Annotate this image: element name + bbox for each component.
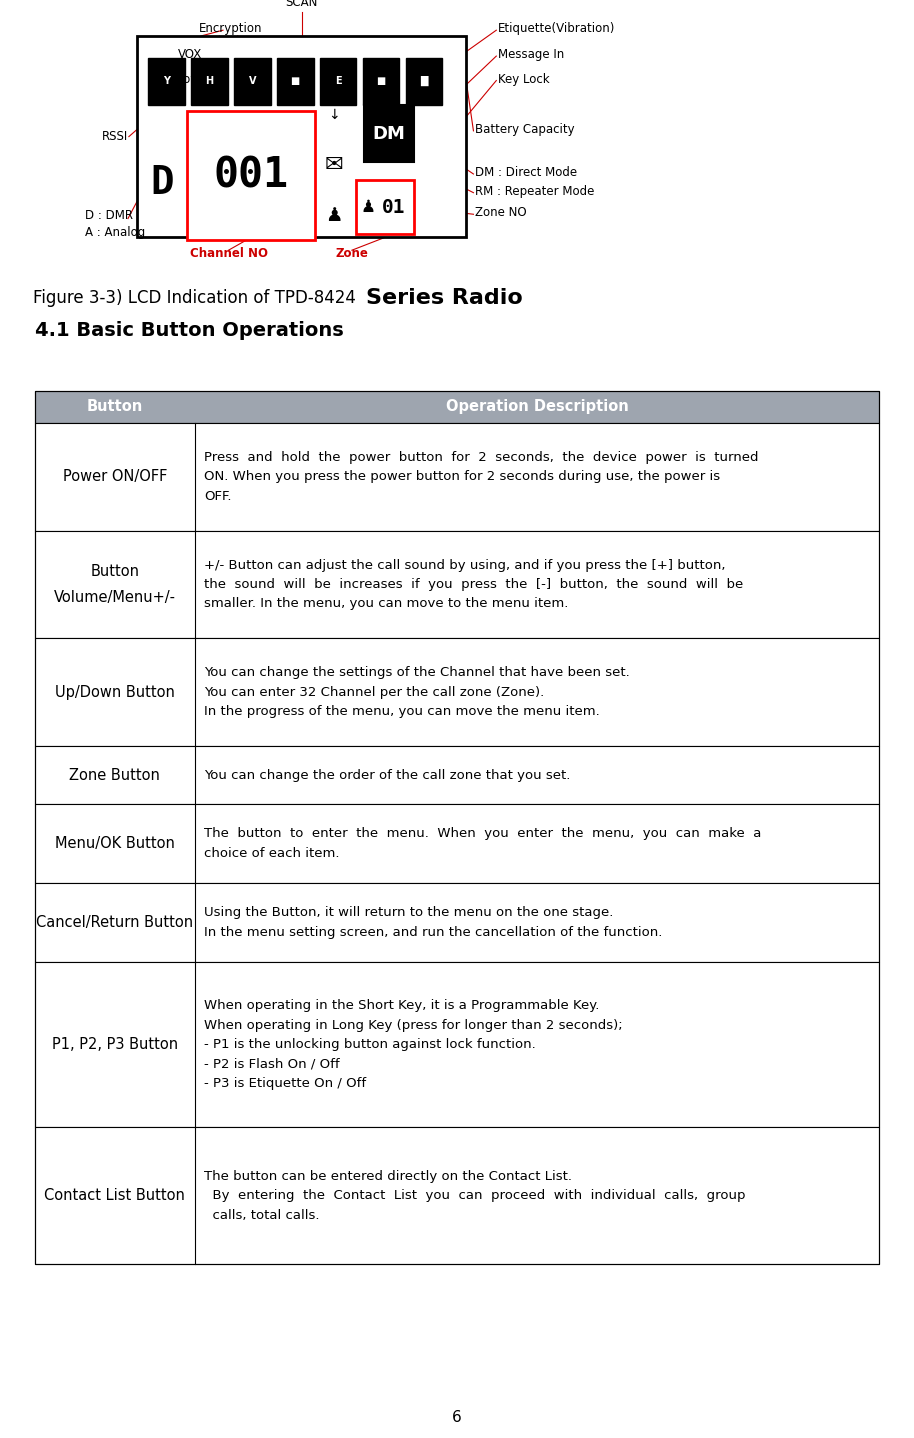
Text: When operating in the Short Key, it is a Programmable Key.: When operating in the Short Key, it is a… — [204, 999, 600, 1012]
Text: Message In: Message In — [498, 47, 564, 62]
Text: Figure 3-3) LCD Indication of TPD-8424: Figure 3-3) LCD Indication of TPD-8424 — [33, 289, 361, 306]
Text: █: █ — [420, 76, 428, 86]
Text: In the progress of the menu, you can move the menu item.: In the progress of the menu, you can mov… — [204, 705, 600, 719]
Text: You can enter 32 Channel per the call zone (Zone).: You can enter 32 Channel per the call zo… — [204, 686, 544, 699]
Text: the  sound  will  be  increases  if  you  press  the  [-]  button,  the  sound  : the sound will be increases if you press… — [204, 578, 743, 591]
Text: - P3 is Etiquette On / Off: - P3 is Etiquette On / Off — [204, 1077, 366, 1090]
Text: Menu/OK Button: Menu/OK Button — [55, 835, 175, 851]
Bar — [406, 58, 442, 105]
Text: ■: ■ — [377, 76, 386, 86]
Text: SCAN: SCAN — [285, 0, 318, 9]
Text: 001: 001 — [214, 154, 289, 197]
Text: ■: ■ — [291, 76, 300, 86]
Bar — [35, 804, 879, 883]
Text: 01: 01 — [382, 197, 406, 217]
Text: Encryption: Encryption — [199, 22, 262, 36]
Bar — [234, 58, 271, 105]
Text: Button: Button — [90, 564, 139, 580]
Bar — [320, 58, 356, 105]
Text: Cancel/Return Button: Cancel/Return Button — [37, 915, 193, 930]
Text: E: E — [335, 76, 342, 86]
Bar — [363, 58, 399, 105]
Text: - P1 is the unlocking button against lock function.: - P1 is the unlocking button against loc… — [204, 1038, 536, 1051]
Text: Using the Button, it will return to the menu on the one stage.: Using the Button, it will return to the … — [204, 906, 613, 919]
Text: 6: 6 — [452, 1411, 462, 1425]
Text: The  button  to  enter  the  menu.  When  you  enter  the  menu,  you  can  make: The button to enter the menu. When you e… — [204, 827, 761, 840]
Text: Zone NO: Zone NO — [475, 206, 526, 220]
Text: D : DMR: D : DMR — [85, 209, 133, 223]
Text: DM : Direct Mode: DM : Direct Mode — [475, 165, 578, 180]
Text: Channel NO: Channel NO — [189, 246, 268, 260]
Text: ✉: ✉ — [324, 155, 343, 175]
Bar — [35, 746, 879, 804]
Bar — [35, 883, 879, 962]
Text: ↓: ↓ — [328, 108, 339, 122]
Text: choice of each item.: choice of each item. — [204, 847, 339, 860]
Text: RM : Repeater Mode: RM : Repeater Mode — [475, 184, 595, 198]
Bar — [356, 180, 414, 234]
Text: D: D — [151, 164, 175, 201]
Text: OFF.: OFF. — [204, 489, 231, 503]
Bar — [364, 105, 414, 162]
Text: VOX: VOX — [178, 47, 203, 62]
Text: DM: DM — [373, 125, 405, 142]
Text: Button: Button — [87, 400, 143, 414]
Text: By  entering  the  Contact  List  you  can  proceed  with  individual  calls,  g: By entering the Contact List you can pro… — [204, 1189, 745, 1202]
Text: The button can be entered directly on the Contact List.: The button can be entered directly on th… — [204, 1169, 572, 1183]
Text: When operating in Long Key (press for longer than 2 seconds);: When operating in Long Key (press for lo… — [204, 1018, 622, 1032]
Bar — [35, 638, 879, 746]
Bar — [137, 36, 466, 237]
Text: ON. When you press the power button for 2 seconds during use, the power is: ON. When you press the power button for … — [204, 470, 720, 483]
Bar — [187, 111, 315, 240]
Bar — [148, 58, 185, 105]
Text: In the menu setting screen, and run the cancellation of the function.: In the menu setting screen, and run the … — [204, 926, 663, 939]
Bar — [35, 391, 879, 423]
Text: ♟: ♟ — [324, 206, 343, 226]
Bar — [35, 423, 879, 531]
Text: RF Power: RF Power — [158, 72, 212, 86]
Text: Key Lock: Key Lock — [498, 72, 549, 86]
Text: H: H — [206, 76, 213, 86]
Text: Zone: Zone — [335, 246, 368, 260]
Text: Volume/Menu+/-: Volume/Menu+/- — [54, 590, 175, 605]
Bar — [35, 531, 879, 638]
Bar — [35, 1127, 879, 1264]
Text: Operation Description: Operation Description — [446, 400, 628, 414]
Text: RSSI: RSSI — [101, 129, 128, 144]
Text: Power ON/OFF: Power ON/OFF — [62, 469, 167, 485]
Text: A : Analog: A : Analog — [85, 226, 145, 240]
Text: 4.1 Basic Button Operations: 4.1 Basic Button Operations — [35, 321, 344, 341]
Text: Press  and  hold  the  power  button  for  2  seconds,  the  device  power  is  : Press and hold the power button for 2 se… — [204, 450, 759, 464]
Bar — [191, 58, 228, 105]
Text: P1, P2, P3 Button: P1, P2, P3 Button — [52, 1037, 177, 1053]
Text: Y: Y — [163, 76, 170, 86]
Text: Zone Button: Zone Button — [69, 768, 160, 782]
Text: calls, total calls.: calls, total calls. — [204, 1208, 319, 1222]
Bar — [35, 962, 879, 1127]
Text: You can change the settings of the Channel that have been set.: You can change the settings of the Chann… — [204, 666, 630, 680]
Text: - P2 is Flash On / Off: - P2 is Flash On / Off — [204, 1057, 339, 1071]
Text: Battery Capacity: Battery Capacity — [475, 122, 575, 137]
Text: ♟: ♟ — [360, 198, 376, 216]
Text: Etiquette(Vibration): Etiquette(Vibration) — [498, 22, 615, 36]
Text: Contact List Button: Contact List Button — [44, 1188, 186, 1204]
Text: smaller. In the menu, you can move to the menu item.: smaller. In the menu, you can move to th… — [204, 597, 569, 611]
Text: V: V — [249, 76, 256, 86]
Text: You can change the order of the call zone that you set.: You can change the order of the call zon… — [204, 768, 570, 782]
Text: +/- Button can adjust the call sound by using, and if you press the [+] button,: +/- Button can adjust the call sound by … — [204, 558, 726, 572]
Text: Series Radio: Series Radio — [366, 288, 522, 308]
Text: Up/Down Button: Up/Down Button — [55, 684, 175, 700]
Bar — [277, 58, 314, 105]
Bar — [35, 391, 879, 1264]
